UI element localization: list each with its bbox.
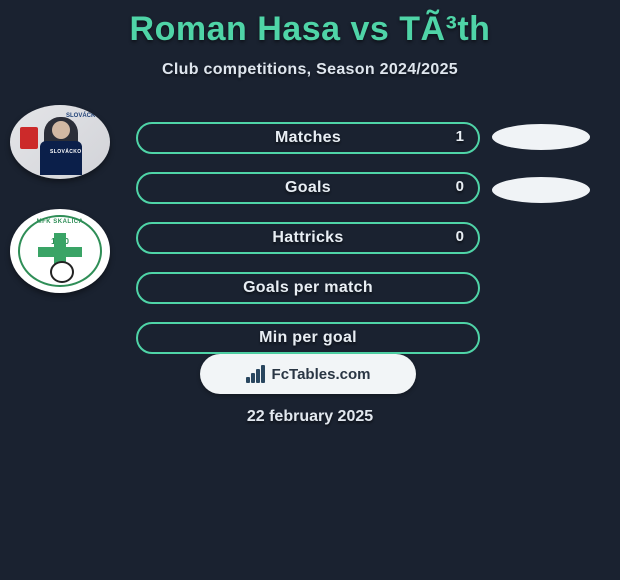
stat-row: Min per goal [136, 322, 480, 354]
stat-label: Min per goal [259, 329, 357, 347]
crest-ball-icon [50, 261, 74, 283]
stat-value: 0 [456, 178, 464, 195]
stat-row: Goals 0 [136, 172, 480, 204]
infographic-container: Roman Hasa vs TÃ³th Club competitions, S… [0, 0, 620, 580]
stat-value: 1 [456, 128, 464, 145]
jersey-logo-text: SLOVÁCKO [50, 149, 82, 155]
player-avatar: SLOVÁCKO SLOVÁCKO [10, 105, 110, 179]
brand-text: FcTables.com [272, 366, 371, 383]
page-title: Roman Hasa vs TÃ³th [0, 0, 620, 49]
stat-value: 0 [456, 228, 464, 245]
stat-label: Hattricks [272, 229, 343, 247]
infographic-date: 22 february 2025 [0, 408, 620, 426]
stat-row: Goals per match [136, 272, 480, 304]
jersey-icon [40, 141, 82, 175]
stat-row: Hattricks 0 [136, 222, 480, 254]
stat-label: Goals [285, 179, 331, 197]
stat-label: Matches [275, 129, 341, 147]
avatar-column: SLOVÁCKO SLOVÁCKO MFK SKALICA 1920 [10, 105, 110, 293]
crest-name: MFK SKALICA [10, 219, 110, 225]
opponent-blob [492, 177, 590, 203]
opponent-blob [492, 124, 590, 150]
league-badge-icon [20, 127, 38, 149]
brand-badge[interactable]: FcTables.com [200, 354, 416, 394]
stat-label: Goals per match [243, 279, 373, 297]
stat-row: Matches 1 [136, 122, 480, 154]
club-crest: MFK SKALICA 1920 [10, 209, 110, 293]
player-team-label: SLOVÁCKO [66, 113, 100, 119]
stat-rows: Matches 1 Goals 0 Hattricks 0 Goals per match M… [136, 122, 480, 372]
chart-icon [246, 365, 266, 383]
page-subtitle: Club competitions, Season 2024/2025 [0, 61, 620, 79]
